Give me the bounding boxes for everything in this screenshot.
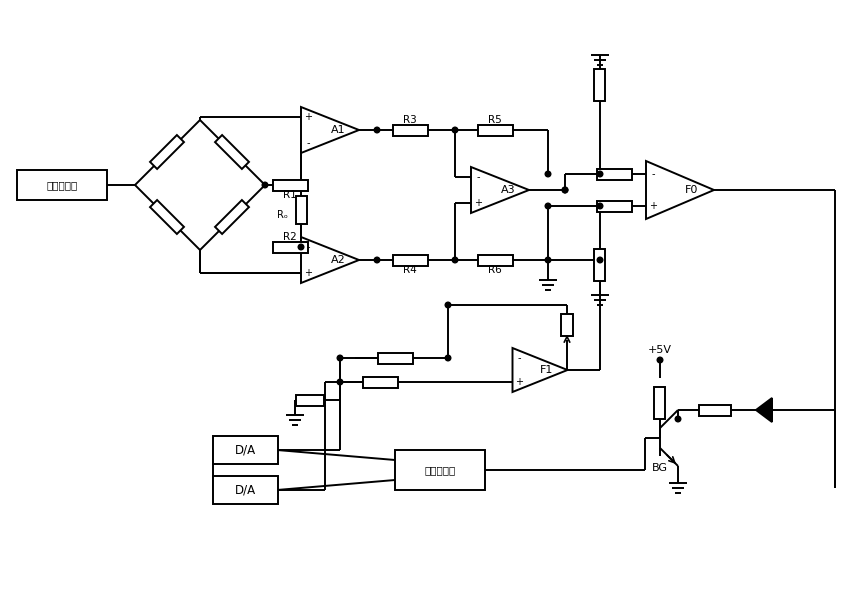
Circle shape — [545, 203, 550, 209]
Text: F0: F0 — [686, 185, 698, 195]
Polygon shape — [215, 135, 249, 169]
Bar — [272, 179, 307, 191]
Text: -: - — [517, 353, 520, 363]
Text: +: + — [649, 201, 657, 211]
Text: -: - — [306, 242, 310, 252]
Polygon shape — [471, 167, 529, 213]
Bar — [395, 450, 485, 490]
Text: R4: R4 — [403, 265, 417, 275]
Text: D/A: D/A — [235, 484, 256, 497]
Circle shape — [597, 171, 603, 177]
Polygon shape — [215, 200, 249, 234]
Text: BG: BG — [652, 463, 668, 473]
Bar — [377, 352, 413, 363]
Circle shape — [597, 257, 603, 263]
Polygon shape — [150, 135, 184, 169]
Text: A1: A1 — [330, 125, 345, 135]
Bar — [295, 196, 306, 224]
Bar — [561, 314, 573, 336]
Text: A2: A2 — [330, 255, 345, 265]
Circle shape — [445, 355, 451, 361]
Text: R3: R3 — [403, 115, 417, 125]
Polygon shape — [513, 348, 568, 392]
Text: -: - — [651, 169, 655, 179]
Text: D/A: D/A — [235, 443, 256, 456]
Bar — [393, 255, 427, 265]
Text: 称重传感器: 称重传感器 — [46, 180, 78, 190]
Text: -: - — [306, 138, 310, 148]
Text: +: + — [304, 268, 312, 278]
Text: R6: R6 — [488, 265, 502, 275]
Text: 微型计算机: 微型计算机 — [425, 465, 455, 475]
Circle shape — [445, 302, 451, 308]
Bar — [595, 69, 605, 101]
Bar — [597, 201, 633, 211]
Circle shape — [545, 171, 550, 177]
Text: A3: A3 — [501, 185, 515, 195]
Circle shape — [657, 357, 663, 363]
Circle shape — [562, 187, 568, 193]
Circle shape — [452, 127, 458, 133]
Polygon shape — [646, 161, 714, 219]
Bar — [212, 436, 277, 464]
Text: Rₒ: Rₒ — [277, 210, 288, 220]
Text: +: + — [515, 377, 523, 387]
Circle shape — [562, 187, 568, 193]
Polygon shape — [756, 398, 772, 422]
Text: R5: R5 — [488, 115, 502, 125]
Circle shape — [298, 244, 304, 250]
Text: +: + — [474, 198, 482, 208]
Bar — [272, 242, 307, 253]
Text: F1: F1 — [540, 365, 554, 375]
Polygon shape — [301, 237, 359, 283]
Bar — [595, 249, 605, 281]
Bar — [597, 169, 633, 179]
Polygon shape — [301, 107, 359, 153]
Circle shape — [597, 203, 603, 209]
Circle shape — [374, 127, 380, 133]
Bar — [17, 170, 107, 200]
Bar — [478, 255, 513, 265]
Bar — [296, 394, 324, 406]
Text: R2: R2 — [283, 232, 297, 242]
Bar — [393, 124, 427, 136]
Circle shape — [337, 379, 342, 385]
Circle shape — [374, 257, 380, 263]
Bar — [362, 377, 397, 388]
Circle shape — [545, 257, 550, 263]
Bar — [478, 124, 513, 136]
Circle shape — [262, 182, 268, 188]
Text: +: + — [304, 112, 312, 122]
Text: +5V: +5V — [648, 345, 672, 355]
Bar — [699, 404, 731, 416]
Bar — [655, 387, 665, 419]
Polygon shape — [150, 200, 184, 234]
Circle shape — [675, 416, 681, 422]
Text: R1: R1 — [283, 190, 297, 200]
Text: -: - — [476, 172, 479, 182]
Bar — [212, 476, 277, 504]
Circle shape — [452, 257, 458, 263]
Circle shape — [337, 355, 342, 361]
